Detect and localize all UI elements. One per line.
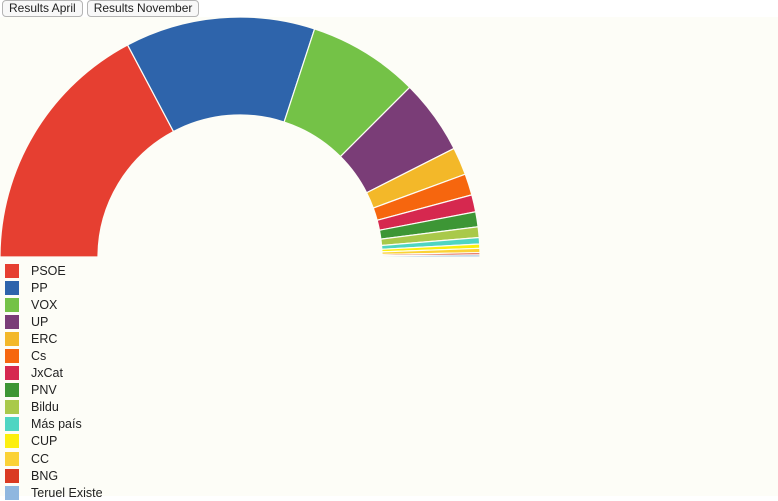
legend-item: Más país	[5, 416, 103, 433]
legend-swatch	[5, 280, 19, 295]
legend-label: PSOE	[31, 263, 66, 278]
legend-item: ERC	[5, 330, 103, 347]
slice-psoe[interactable]	[0, 44, 175, 258]
legend-item: VOX	[5, 296, 103, 313]
slice-teruel-existe[interactable]	[381, 254, 481, 258]
legend: PSOE PP VOX UP ERC Cs JxCat PNV Bildu Más país CUP…	[5, 262, 103, 501]
legend-label: CUP	[31, 434, 58, 449]
legend-label: PNV	[31, 383, 57, 398]
legend-label: CC	[31, 451, 50, 466]
legend-item: UP	[5, 313, 103, 330]
legend-swatch	[5, 297, 19, 312]
legend-label: Teruel Existe	[31, 485, 103, 500]
legend-swatch	[5, 468, 19, 483]
legend-item: BNG	[5, 467, 103, 484]
legend-swatch	[5, 366, 19, 381]
legend-swatch	[5, 383, 19, 398]
legend-label: Cs	[31, 349, 47, 364]
legend-item: Cs	[5, 347, 103, 364]
legend-swatch	[5, 263, 19, 278]
toolbar: Results April Results November	[0, 0, 200, 17]
legend-item: PNV	[5, 382, 103, 399]
legend-item: CC	[5, 450, 103, 467]
legend-item: Teruel Existe	[5, 484, 103, 501]
legend-label: UP	[31, 314, 49, 329]
legend-label: PP	[31, 280, 48, 295]
legend-item: JxCat	[5, 365, 103, 382]
legend-label: VOX	[31, 297, 58, 312]
legend-label: Más país	[31, 417, 82, 432]
legend-swatch	[5, 417, 19, 432]
legend-label: BNG	[31, 468, 59, 483]
legend-swatch	[5, 434, 19, 449]
chart-area: PSOE PP VOX UP ERC Cs JxCat PNV Bildu Más país CUP…	[0, 17, 778, 500]
legend-swatch	[5, 349, 19, 364]
legend-swatch	[5, 485, 19, 500]
legend-item: Bildu	[5, 399, 103, 416]
legend-item: PSOE	[5, 262, 103, 279]
legend-swatch	[5, 331, 19, 346]
legend-label: Bildu	[31, 400, 59, 415]
legend-label: JxCat	[31, 366, 63, 381]
legend-swatch	[5, 314, 19, 329]
results-november-button[interactable]: Results November	[86, 0, 200, 17]
legend-item: CUP	[5, 433, 103, 450]
legend-swatch	[5, 400, 19, 415]
legend-label: ERC	[31, 331, 58, 346]
parliament-chart	[0, 17, 481, 258]
legend-item: PP	[5, 279, 103, 296]
legend-swatch	[5, 451, 19, 466]
results-april-button[interactable]: Results April	[2, 0, 83, 17]
